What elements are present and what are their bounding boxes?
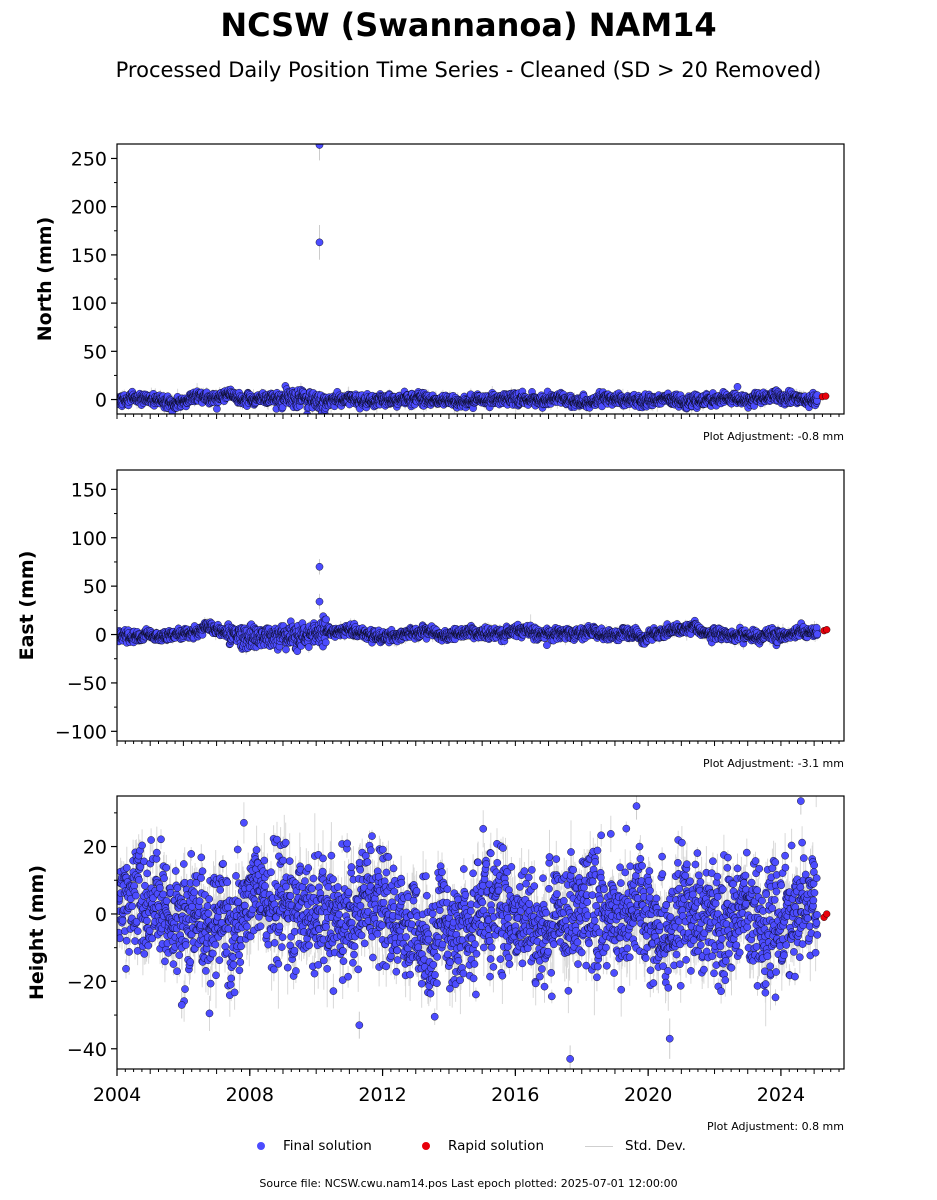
final-solution-points [117,562,822,656]
final-point [293,647,302,656]
final-point [733,382,742,391]
panel-north: 0 50 100 150 200 250 North (mm) Plot Adjustment… [34,143,845,443]
outlier-point [315,238,324,247]
final-point [304,643,313,651]
y-tick-label: 100 [71,293,107,315]
final-point [213,405,221,413]
plot-area-east [117,559,831,656]
y-axis-label: North (mm) [34,217,56,342]
plot-adjustment-label: Plot Adjustment: -0.8 mm [703,430,844,443]
rapid-point [822,392,830,400]
y-tick-label: 200 [71,197,107,219]
axes-frame-north [116,143,845,415]
chart-title: NCSW (Swannanoa) NAM14 [220,6,717,44]
final-point [282,645,290,654]
final-point [322,615,330,624]
final-solution-points [117,144,822,414]
plot-area-north [117,144,830,414]
y-tick-label: 0 [95,390,107,412]
final-point [321,638,330,647]
y-tick-label: 250 [71,148,107,170]
y-tick-label: 150 [71,245,107,267]
y-tick-label: 50 [83,341,107,363]
chart-subtitle: Processed Daily Position Time Series - C… [115,58,822,82]
outlier-point [315,144,324,149]
